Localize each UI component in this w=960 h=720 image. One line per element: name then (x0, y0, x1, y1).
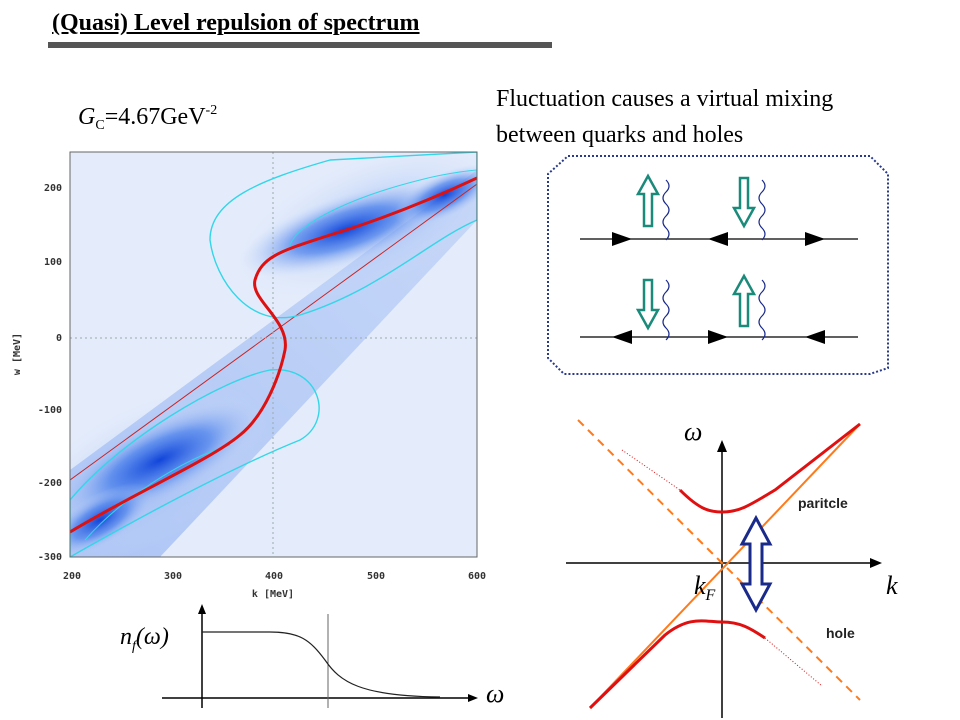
quark-hole-mixing-diagram (547, 155, 889, 375)
propagator-arrow (708, 330, 728, 344)
particle-asymptote-line (589, 423, 861, 709)
description-line-1: Fluctuation causes a virtual mixing (496, 86, 834, 112)
y-axis-arrowhead (198, 604, 206, 614)
plot-frame (69, 151, 478, 558)
y-tick-label: -100 (38, 405, 62, 416)
up-arrow-icon (635, 173, 661, 228)
level-repulsion-schematic: ω k kF paritcle hole (566, 417, 898, 718)
contour-upper (209, 152, 477, 319)
x-tick-labels: 200 300 400 500 600 (63, 571, 486, 582)
slide-title: (Quasi) Level repulsion of spectrum (52, 10, 420, 36)
contour-lower-inner (84, 444, 231, 541)
diagram-frame (547, 155, 889, 375)
hole-branch (588, 619, 766, 710)
y-axis-label: w [MeV] (12, 333, 23, 375)
y-tick-label: 0 (56, 333, 62, 344)
propagator-arrow (612, 232, 632, 246)
kf-label: kF (694, 571, 716, 604)
gluon-line (662, 279, 670, 341)
gluon-line (758, 279, 766, 341)
y-tick-label: -300 (38, 552, 62, 563)
k-axis-arrowhead (870, 558, 882, 568)
propagator-arrow (805, 232, 825, 246)
hole-asymptote-line (577, 419, 861, 701)
gluon-line (758, 179, 766, 241)
particle-branch-faint (621, 449, 681, 491)
propagator-arrow (612, 330, 632, 344)
propagator-arrow (708, 232, 728, 246)
x-tick-label: 200 (63, 571, 81, 582)
title-underline-bar (48, 42, 552, 48)
omega-axis-label: ω (486, 679, 504, 708)
fermi-distribution-curve (202, 631, 441, 698)
particle-label: paritcle (798, 495, 848, 511)
y-tick-label: 200 (44, 183, 62, 194)
up-arrow-icon (731, 273, 757, 328)
gluon-line (662, 179, 670, 241)
omega-axis-arrowhead (717, 440, 727, 452)
x-tick-label: 500 (367, 571, 385, 582)
hole-branch-faint (764, 637, 823, 687)
y-tick-label: 100 (44, 257, 62, 268)
particle-branch (678, 422, 861, 514)
down-arrow-icon (635, 278, 661, 331)
x-axis-arrowhead (468, 694, 478, 702)
contour-upper-inner (289, 169, 477, 246)
hole-label: hole (826, 625, 855, 641)
mixing-double-arrow-icon (739, 514, 773, 614)
description-line-2: between quarks and holes (496, 122, 744, 148)
spectral-density-plot: 200 100 0 -100 -200 -300 200 300 400 500… (12, 151, 486, 600)
dispersion-curve (70, 176, 477, 534)
occupation-label: nf(ω) (120, 624, 169, 654)
propagator-arrow (805, 330, 825, 344)
coupling-constant-label: GC=4.67GeV-2 (78, 103, 218, 133)
x-tick-label: 300 (164, 571, 182, 582)
x-axis-label: k [MeV] (252, 589, 294, 600)
k-label: k (886, 571, 898, 600)
y-tick-label: -200 (38, 478, 62, 489)
omega-label: ω (684, 417, 702, 446)
x-tick-label: 600 (468, 571, 486, 582)
down-arrow-icon (731, 176, 757, 229)
contour-lower (70, 369, 320, 557)
y-tick-labels: 200 100 0 -100 -200 -300 (38, 183, 62, 563)
x-tick-label: 400 (265, 571, 283, 582)
occupation-number-plot: nf(ω) ω (120, 604, 504, 708)
